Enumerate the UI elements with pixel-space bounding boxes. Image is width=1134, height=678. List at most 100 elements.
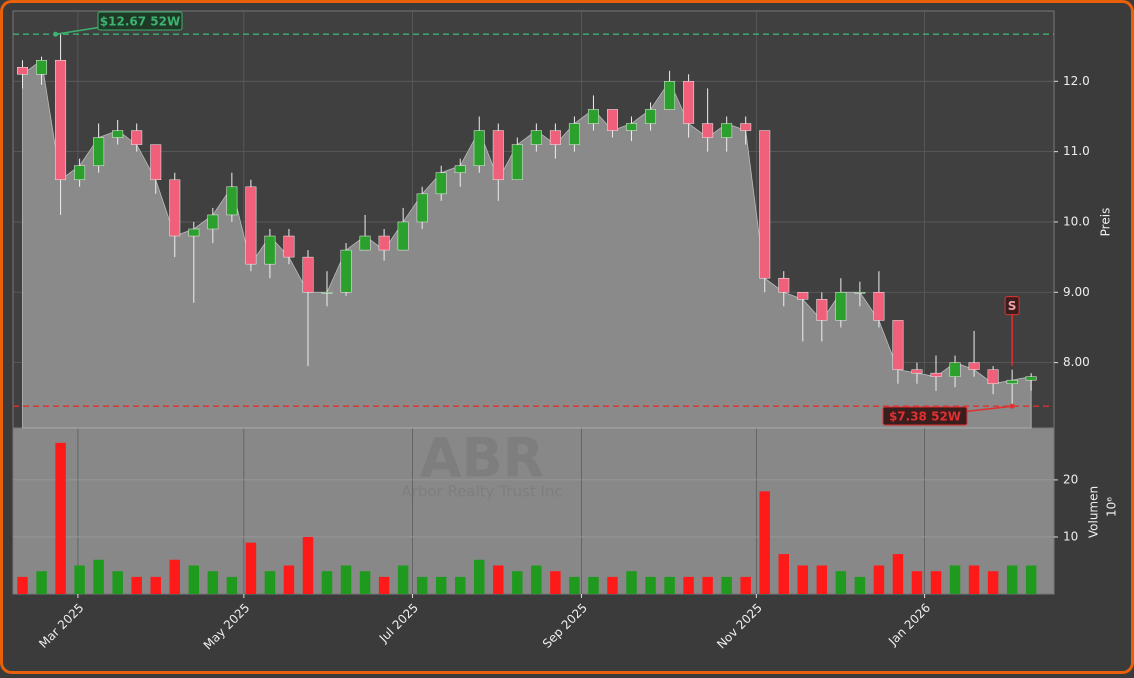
volume-bar — [626, 571, 637, 594]
volume-bar — [664, 576, 675, 594]
candle-body — [873, 292, 885, 321]
candle-body — [207, 214, 219, 230]
candle-body — [816, 299, 828, 321]
candle-body — [511, 144, 523, 181]
candle-body — [359, 235, 371, 251]
volume-bar — [645, 576, 656, 594]
volume-bar — [435, 576, 447, 594]
annotation-label: $12.67 52W — [100, 15, 180, 29]
volume-bar — [550, 571, 561, 594]
signal-box — [1004, 296, 1020, 316]
volume-bar — [150, 576, 161, 594]
candle-body — [702, 123, 714, 138]
volume-bar — [512, 571, 523, 594]
volume-bar — [759, 491, 770, 594]
candle-body — [626, 123, 637, 131]
candle-body — [302, 256, 314, 293]
volume-bar — [569, 576, 580, 594]
annotation-arrow-head — [1009, 403, 1015, 409]
volume-bar — [987, 571, 999, 594]
candle-body — [321, 292, 333, 294]
volume-bar — [36, 571, 47, 594]
volume-bar — [416, 576, 428, 594]
volume-bar — [454, 576, 466, 594]
candle-body — [245, 186, 257, 265]
candle-body — [55, 59, 67, 181]
volume-bar — [968, 565, 980, 594]
volume-bar — [112, 571, 123, 594]
y-tick-label: 9.00 — [1063, 285, 1090, 299]
signal-label: S — [1008, 299, 1017, 313]
candle-body — [892, 320, 904, 370]
volume-bar — [702, 576, 713, 594]
candle-body — [549, 130, 561, 145]
candle-body — [378, 235, 390, 251]
volume-bar — [607, 576, 618, 594]
candle-body — [568, 123, 580, 145]
volume-bar — [169, 559, 180, 594]
volume-bar — [93, 559, 104, 594]
annotation-box — [97, 11, 183, 31]
candle-body — [36, 59, 48, 75]
y-tick-label: 12.0 — [1063, 74, 1090, 88]
candle-body — [454, 165, 466, 173]
volume-axis-label: Volumen — [1087, 486, 1101, 538]
volume-bar — [359, 571, 371, 594]
y-tick-label: 10.0 — [1063, 214, 1090, 228]
annotation-label: $7.38 52W — [889, 410, 961, 424]
candle-body — [797, 292, 809, 300]
candle-body — [1025, 376, 1037, 381]
y-tick-label: 8.00 — [1063, 355, 1090, 369]
volume-bar — [930, 571, 942, 594]
symbol-watermark: ABR — [420, 427, 545, 490]
volume-bar — [74, 565, 85, 594]
candle-body — [226, 186, 238, 216]
candle-body — [778, 277, 790, 293]
candle-body — [150, 144, 162, 181]
candle-body — [416, 193, 428, 223]
volume-bar — [949, 565, 961, 594]
volume-bar — [397, 565, 409, 594]
candle-body — [949, 362, 961, 377]
candle-body — [854, 292, 866, 294]
candle-body — [911, 369, 923, 374]
volume-tick-label: 10 — [1063, 529, 1078, 543]
candle-body — [683, 81, 695, 124]
volume-bar — [854, 576, 866, 594]
volume-bar — [17, 576, 28, 594]
volume-bar — [55, 442, 66, 594]
candle-body — [492, 130, 504, 181]
company-watermark: Arbor Realty Trust Inc — [401, 483, 562, 501]
volume-bar — [207, 571, 219, 594]
candle-body — [740, 123, 752, 131]
volume-bar — [283, 565, 295, 594]
candle-body — [664, 81, 676, 110]
volume-tick-label: 20 — [1063, 472, 1078, 486]
y-tick-label: 11.0 — [1063, 144, 1090, 158]
volume-bar — [340, 565, 352, 594]
candle-body — [721, 123, 733, 138]
candle-body — [17, 67, 28, 75]
candle-body — [131, 130, 143, 145]
candle-body — [397, 221, 409, 251]
candle-body — [968, 362, 980, 370]
volume-bar — [531, 565, 542, 594]
volume-bar — [493, 565, 504, 594]
candle-body — [188, 228, 200, 237]
candle-body — [74, 165, 86, 181]
volume-bar — [892, 554, 904, 594]
volume-bar — [264, 571, 276, 594]
volume-bar — [721, 576, 732, 594]
candle-body — [283, 235, 295, 258]
volume-bar — [873, 565, 885, 594]
candle-body — [340, 249, 352, 293]
candle-body — [112, 130, 124, 138]
candle-body — [606, 109, 618, 131]
volume-bar — [302, 536, 314, 594]
volume-bar — [911, 571, 923, 594]
volume-bar — [321, 571, 333, 594]
candle-body — [264, 235, 276, 265]
y-axis-label: Preis — [1099, 208, 1113, 237]
volume-bar — [188, 565, 200, 594]
